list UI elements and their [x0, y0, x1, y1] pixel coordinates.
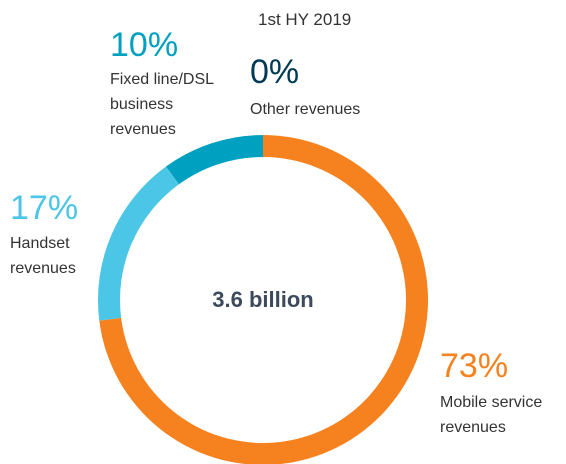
chart-title: 1st HY 2019 — [258, 10, 352, 29]
category-label: Mobile service revenues — [440, 394, 543, 436]
category-label: Fixed line/DSL business revenues — [110, 71, 214, 138]
percent-label: 73% — [440, 347, 509, 385]
center-label: 3.6 billion — [212, 287, 314, 312]
percent-label: 10% — [110, 26, 179, 64]
percent-label: 0% — [250, 53, 300, 91]
category-label: Handset revenues — [10, 235, 76, 277]
category-label: Other revenues — [250, 101, 361, 118]
donut-slice — [97, 166, 179, 321]
percent-label: 17% — [10, 189, 79, 227]
donut-slice — [166, 135, 263, 185]
